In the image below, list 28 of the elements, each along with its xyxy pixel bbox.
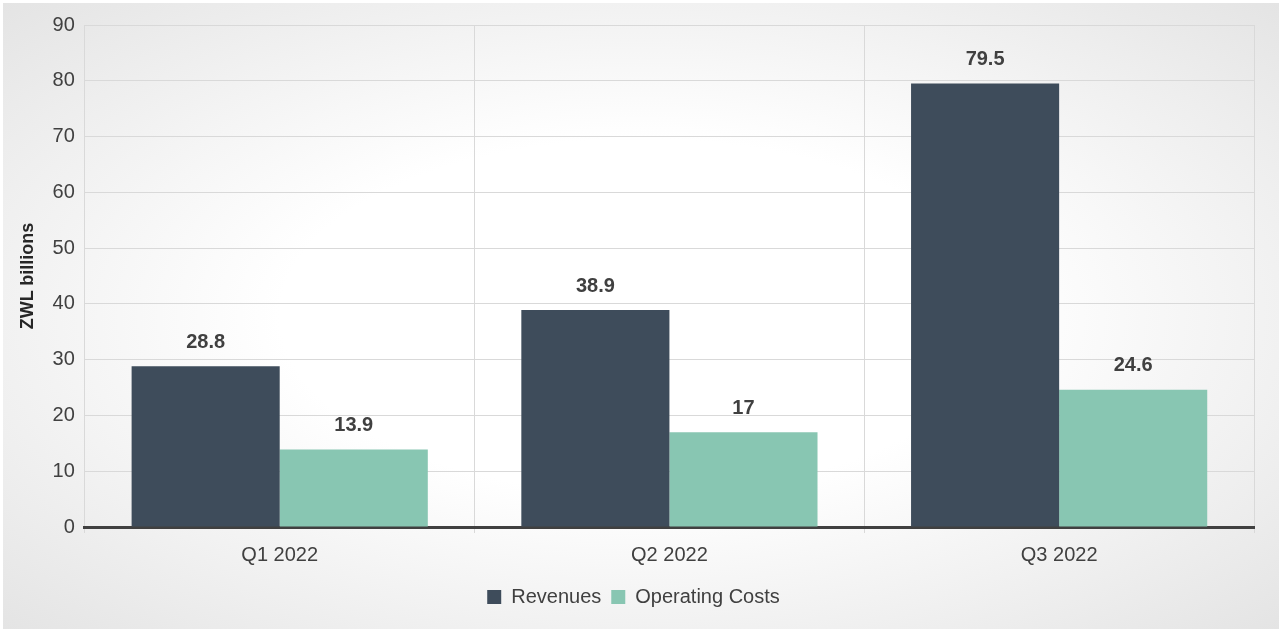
y-tick-label: 20 — [52, 402, 75, 425]
data-label: 38.9 — [575, 273, 615, 296]
y-tick-label: 30 — [52, 347, 75, 370]
legend-label: Operating Costs — [635, 584, 780, 607]
y-tick-label: 60 — [52, 179, 75, 202]
data-label: 24.6 — [1113, 353, 1153, 376]
bar — [911, 83, 1060, 527]
bar — [131, 366, 280, 527]
bar — [1059, 389, 1208, 527]
y-tick-label: 40 — [52, 291, 75, 314]
data-label: 28.8 — [186, 329, 226, 352]
data-label: 13.9 — [334, 412, 374, 435]
bar — [279, 449, 428, 527]
data-label: 79.5 — [965, 47, 1005, 70]
x-tick-label: Q1 2022 — [241, 542, 319, 565]
y-tick-label: 50 — [52, 235, 75, 258]
bar — [669, 432, 818, 527]
data-label: 17 — [732, 395, 755, 418]
y-tick-label: 10 — [52, 458, 75, 481]
legend-label: Revenues — [511, 584, 602, 607]
bar — [521, 310, 670, 527]
y-tick-label: 70 — [52, 124, 75, 147]
y-axis-title: ZWL billions — [16, 222, 37, 330]
y-tick-label: 0 — [63, 514, 75, 537]
x-tick-label: Q2 2022 — [631, 542, 708, 565]
y-tick-label: 90 — [52, 12, 75, 35]
y-tick-label: 80 — [52, 68, 75, 91]
x-tick-label: Q3 2022 — [1020, 542, 1098, 565]
